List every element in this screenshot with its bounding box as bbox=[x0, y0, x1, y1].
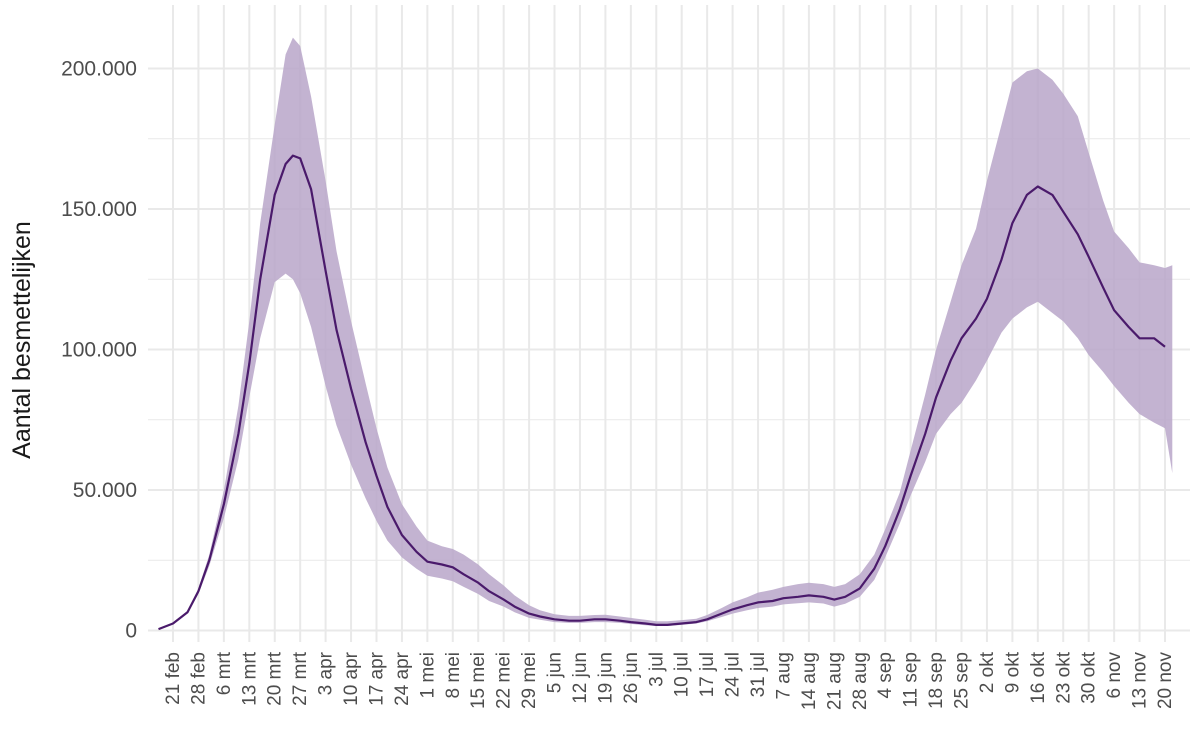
x-tick-label: 24 jul bbox=[723, 652, 744, 697]
y-tick-label: 0 bbox=[125, 620, 137, 643]
x-tick-label: 15 mei bbox=[468, 652, 489, 709]
x-tick-label: 30 okt bbox=[1079, 651, 1100, 703]
x-tick-label: 8 mei bbox=[443, 652, 464, 698]
x-tick-label: 20 nov bbox=[1155, 652, 1176, 710]
x-tick-label: 13 nov bbox=[1130, 652, 1151, 710]
x-tick-label: 22 mei bbox=[494, 652, 515, 709]
line-layer bbox=[158, 154, 1166, 631]
x-tick-label: 28 feb bbox=[188, 652, 209, 705]
x-tick-label: 21 feb bbox=[163, 652, 184, 705]
x-tick-label: 7 aug bbox=[774, 652, 795, 700]
x-tick-label: 26 jun bbox=[621, 652, 642, 704]
x-tick-label: 19 jun bbox=[595, 652, 616, 704]
x-tick-label: 11 sep bbox=[901, 652, 922, 708]
x-tick-label: 31 jul bbox=[748, 652, 769, 697]
band-layer bbox=[158, 37, 1173, 630]
x-tick-label: 27 mrt bbox=[290, 651, 311, 706]
x-tick-label: 3 apr bbox=[316, 651, 337, 695]
y-tick-labels: 0 50.000 100.000 150.000 200.000 bbox=[61, 58, 137, 643]
x-tick-label: 10 jul bbox=[672, 652, 693, 697]
x-tick-label: 17 jul bbox=[697, 652, 718, 697]
x-tick-label: 18 sep bbox=[926, 652, 947, 709]
y-axis-label: Aantal besmettelijken bbox=[8, 221, 36, 459]
x-tick-label: 29 mei bbox=[519, 652, 540, 709]
x-tick-label: 6 nov bbox=[1104, 652, 1125, 699]
x-tick-label: 13 mrt bbox=[239, 651, 260, 706]
x-tick-label: 1 mei bbox=[417, 652, 438, 698]
x-tick-label: 14 aug bbox=[799, 652, 820, 710]
x-tick-label: 16 okt bbox=[1028, 651, 1049, 703]
x-tick-label: 3 jul bbox=[646, 652, 667, 687]
x-tick-label: 17 apr bbox=[367, 651, 388, 706]
x-tick-label: 20 mrt bbox=[265, 651, 286, 706]
x-tick-labels: 21 feb 28 feb 6 mrt 13 mrt 20 mrt 27 mrt 3 apr… bbox=[163, 651, 1176, 710]
y-tick-label: 50.000 bbox=[73, 479, 137, 502]
x-tick-label: 12 jun bbox=[570, 652, 591, 704]
y-tick-label: 150.000 bbox=[61, 198, 137, 221]
x-tick-label: 4 sep bbox=[875, 652, 896, 698]
x-tick-label: 10 apr bbox=[341, 651, 362, 706]
x-tick-label: 6 mrt bbox=[214, 651, 235, 695]
x-tick-label: 23 okt bbox=[1053, 651, 1074, 703]
confidence-band bbox=[158, 37, 1173, 630]
y-tick-label: 200.000 bbox=[61, 58, 137, 81]
x-tick-label: 24 apr bbox=[392, 651, 413, 706]
x-tick-label: 25 sep bbox=[952, 652, 973, 709]
x-tick-label: 5 jun bbox=[545, 652, 566, 693]
x-tick-label: 2 okt bbox=[977, 651, 998, 693]
y-tick-label: 100.000 bbox=[61, 339, 137, 362]
series-line bbox=[158, 154, 1166, 631]
x-tick-label: 28 aug bbox=[850, 652, 871, 710]
x-tick-label: 21 aug bbox=[824, 652, 845, 710]
x-tick-label: 9 okt bbox=[1002, 651, 1023, 693]
